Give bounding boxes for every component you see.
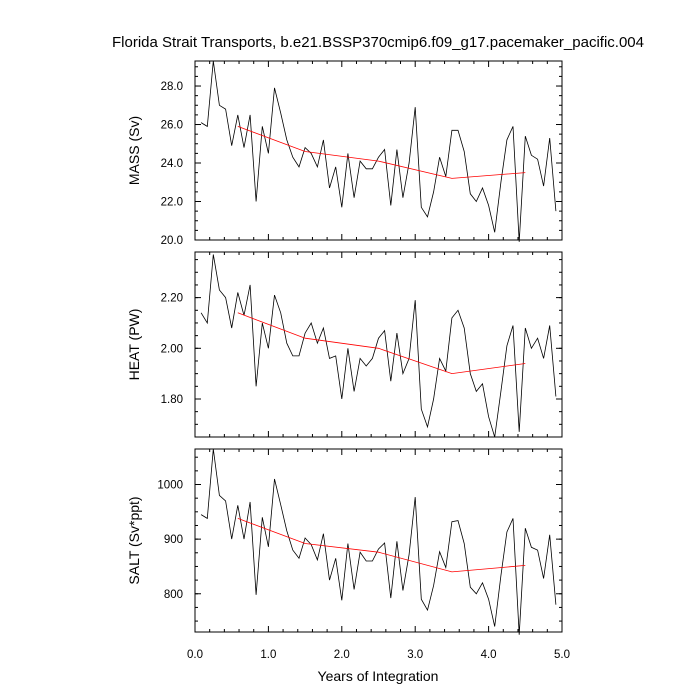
x-tick-label: 1.0 (260, 649, 276, 661)
heat-y-axis-label: HEAT (PW) (126, 309, 142, 381)
x-tick-label: 3.0 (407, 649, 423, 661)
salt-y-axis-label: SALT (Sv*ppt) (126, 496, 142, 584)
salt-panel: 800 900 1000 SALT (Sv*ppt) (126, 448, 563, 635)
mass-plot-frame (194, 60, 563, 241)
heat-y-tick-label: 2.20 (161, 293, 183, 305)
x-tick-label: 0.0 (187, 649, 203, 661)
heat-plot-frame (194, 251, 563, 438)
salt-y-tick-label: 800 (164, 589, 183, 601)
mass-panel: 20.0 22.0 24.0 26.0 28.0 MASS (Sv) (126, 60, 563, 247)
mass-y-tick-label: 26.0 (161, 120, 183, 132)
mass-series-line (200, 60, 557, 242)
mass-y-tick-label: 22.0 (161, 197, 183, 209)
heat-series-line (200, 254, 557, 438)
x-axis-label: Years of Integration (318, 668, 439, 684)
mass-y-axis-label: MASS (Sv) (126, 116, 142, 185)
salt-plot-frame (194, 448, 563, 633)
mass-y-tick-label: 20.0 (161, 235, 183, 247)
heat-panel: 1.80 2.00 2.20 HEAT (PW) (126, 251, 563, 438)
heat-trend-line (237, 312, 526, 375)
salt-trend-line (237, 518, 526, 573)
heat-y-tick-label: 2.00 (161, 343, 183, 355)
x-tick-labels: 0.0 1.0 2.0 3.0 4.0 5.0 (187, 649, 570, 661)
salt-y-tick-label: 1000 (157, 480, 183, 492)
x-tick-label: 2.0 (334, 649, 350, 661)
x-tick-label: 5.0 (554, 649, 570, 661)
salt-y-tick-label: 900 (164, 534, 183, 546)
chart-title: Florida Strait Transports, b.e21.BSSP370… (112, 34, 644, 51)
mass-y-tick-label: 28.0 (161, 81, 183, 93)
mass-trend-line (237, 126, 526, 179)
x-tick-label: 4.0 (481, 649, 497, 661)
heat-y-tick-label: 1.80 (161, 394, 183, 406)
mass-y-tick-label: 24.0 (161, 158, 183, 170)
salt-series-line (200, 448, 557, 635)
